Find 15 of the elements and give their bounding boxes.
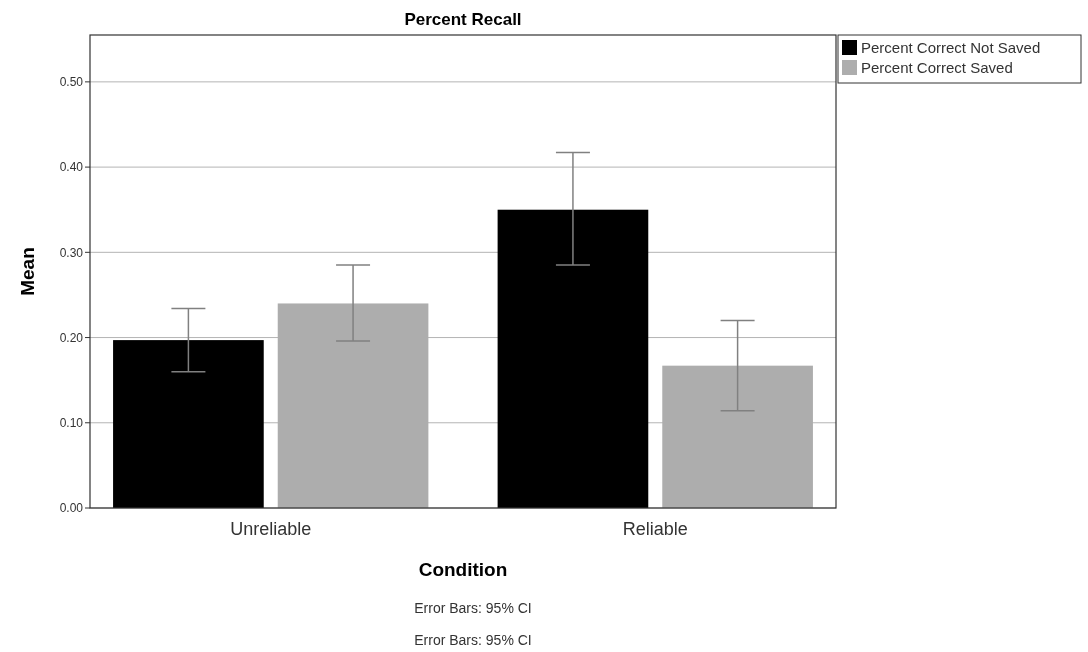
legend-label: Percent Correct Not Saved [861, 39, 1041, 57]
y-tick-label: 0.00 [59, 501, 84, 516]
y-tick-label: 0.50 [59, 75, 84, 90]
y-axis-title: Mean [17, 247, 38, 296]
legend-label: Percent Correct Saved [861, 59, 1013, 77]
x-axis-title: Condition [418, 559, 508, 580]
x-tick-label: Unreliable [230, 519, 312, 539]
y-tick-label: 0.40 [59, 160, 84, 175]
y-tick-label: 0.30 [59, 245, 84, 260]
y-tick-label: 0.10 [59, 415, 84, 430]
text: Error Bars: 95% CI [414, 632, 532, 648]
y-tick-label: 0.20 [59, 330, 84, 345]
x-tick-label: Reliable [622, 519, 688, 539]
chart-title: Percent Recall [404, 10, 522, 29]
text: Error Bars: 95% CI [414, 600, 532, 616]
